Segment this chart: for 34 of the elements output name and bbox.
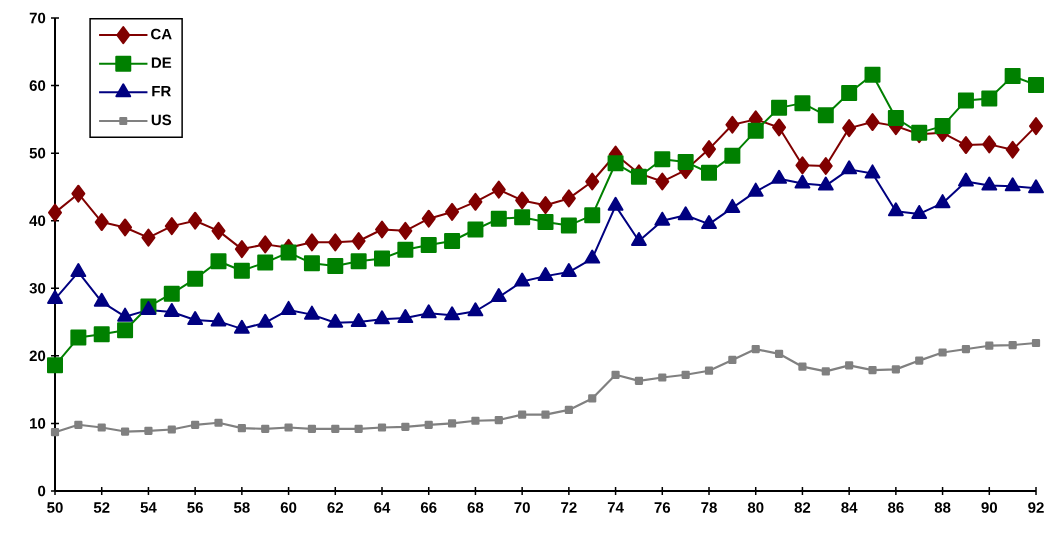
x-tick-label: 76 xyxy=(654,502,671,513)
x-tick-label: 70 xyxy=(514,502,530,513)
legend-label: CA xyxy=(151,28,172,40)
y-tick-label: 70 xyxy=(29,12,46,24)
x-tick-label: 62 xyxy=(327,502,344,513)
y-tick-label: 50 xyxy=(29,147,46,159)
x-tick-label: 92 xyxy=(1028,502,1044,513)
x-tick-label: 50 xyxy=(47,502,63,513)
y-tick-label: 40 xyxy=(29,215,46,227)
x-tick-label: 54 xyxy=(140,502,157,513)
y-tick-label: 20 xyxy=(29,350,46,362)
x-tick-label: 64 xyxy=(374,502,391,513)
x-tick-label: 66 xyxy=(420,502,437,513)
y-tick-label: 0 xyxy=(38,485,46,497)
x-tick-label: 88 xyxy=(934,502,951,513)
x-tick-label: 68 xyxy=(467,502,484,513)
x-tick-label: 86 xyxy=(887,502,904,513)
legend-label: US xyxy=(151,114,172,126)
y-tick-label: 10 xyxy=(30,418,46,429)
x-tick-label: 60 xyxy=(280,502,297,513)
x-tick-label: 52 xyxy=(93,502,110,513)
legend-label: FR xyxy=(152,86,171,97)
x-tick-label: 56 xyxy=(187,502,203,513)
legend-label: DE xyxy=(151,57,172,68)
x-tick-label: 72 xyxy=(561,502,577,513)
x-tick-label: 90 xyxy=(981,502,998,513)
x-tick-label: 74 xyxy=(607,502,624,513)
y-tick-label: 60 xyxy=(29,80,46,91)
x-tick-label: 82 xyxy=(794,502,811,513)
x-tick-label: 84 xyxy=(841,502,858,513)
x-tick-label: 80 xyxy=(747,502,764,513)
x-tick-label: 58 xyxy=(233,502,250,513)
x-tick-label: 78 xyxy=(701,502,717,513)
y-tick-label: 30 xyxy=(29,282,46,294)
